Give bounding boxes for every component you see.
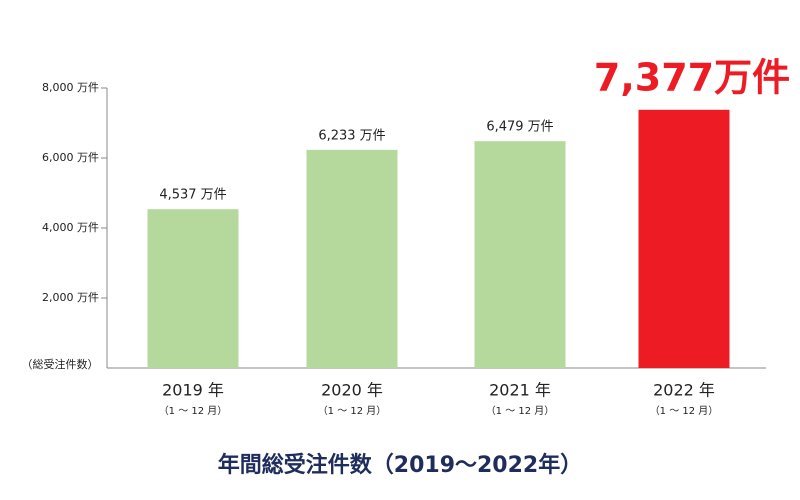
y-tick-label: 6,000 万件 xyxy=(42,151,99,164)
bar xyxy=(638,109,730,369)
x-tick-label: 2019 年 xyxy=(162,381,224,400)
chart-title: 年間総受注件数（2019〜2022年） xyxy=(218,452,582,478)
bar xyxy=(306,149,398,368)
x-tick-note: （1 〜 12 月） xyxy=(318,405,387,417)
y-tick-label: 4,000 万件 xyxy=(42,221,99,234)
bar xyxy=(147,209,239,368)
x-tick-note: （1 〜 12 月） xyxy=(650,405,719,417)
x-tick-label: 2020 年 xyxy=(321,381,383,400)
x-tick-note: （1 〜 12 月） xyxy=(486,405,555,417)
y-tick-label: 8,000 万件 xyxy=(42,81,99,94)
x-tick-label: 2022 年 xyxy=(653,381,715,400)
value-label: 7,377万件 xyxy=(594,55,790,99)
value-label: 6,233 万件 xyxy=(318,128,385,143)
bar xyxy=(474,141,566,368)
x-tick-note: （1 〜 12 月） xyxy=(159,405,228,417)
value-label: 4,537 万件 xyxy=(159,188,226,203)
y-axis-label: （総受注件数） xyxy=(22,357,99,371)
y-tick-label: 2,000 万件 xyxy=(42,291,99,304)
x-tick-label: 2021 年 xyxy=(489,381,551,400)
value-label: 6,479 万件 xyxy=(486,120,553,135)
